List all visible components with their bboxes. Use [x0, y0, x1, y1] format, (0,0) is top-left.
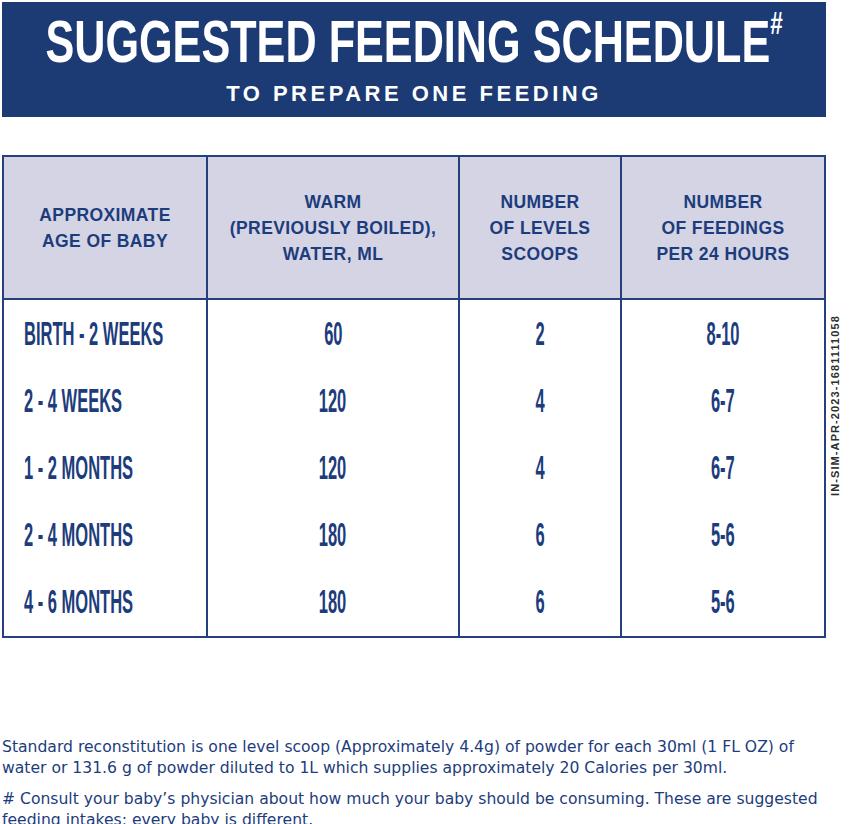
table-row: 1 - 2 MONTHS 120 4 6-7	[4, 434, 824, 501]
header-scoops: NUMBER OF LEVELS SCOOPS	[458, 157, 620, 298]
age-value: 1 - 2 MONTHS	[24, 449, 133, 487]
scoops-value: 6	[535, 516, 544, 554]
water-value: 180	[319, 516, 347, 554]
title-footnote-marker: #	[770, 6, 782, 41]
age-value: BIRTH - 2 WEEKS	[24, 315, 163, 353]
feedings-value: 6-7	[711, 382, 735, 420]
scoops-value: 4	[535, 382, 544, 420]
water-value: 120	[319, 449, 347, 487]
footnote-consult-physician: # Consult your baby’s physician about ho…	[2, 789, 848, 824]
feeding-schedule-table: APPROXIMATE AGE OF BABY WARM (PREVIOUSLY…	[2, 155, 826, 638]
header-banner: SUGGESTED FEEDING SCHEDULE# TO PREPARE O…	[2, 2, 826, 117]
header-water: WARM (PREVIOUSLY BOILED), WATER, ML	[206, 157, 458, 298]
feedings-value: 8-10	[706, 315, 739, 353]
footnote-reconstitution: Standard reconstitution is one level sco…	[2, 737, 848, 779]
batch-code-vertical: IN-SIM-APR-2023-1681111058	[826, 308, 844, 504]
page-title-text: SUGGESTED FEEDING SCHEDULE	[45, 8, 770, 75]
table-row: 2 - 4 MONTHS 180 6 5-6	[4, 502, 824, 569]
table-body: BIRTH - 2 WEEKS 60 2 8-10 2 - 4 WEEKS 12…	[4, 300, 824, 636]
table-header-row: APPROXIMATE AGE OF BABY WARM (PREVIOUSLY…	[4, 157, 824, 300]
table-row: 2 - 4 WEEKS 120 4 6-7	[4, 367, 824, 434]
table-row: 4 - 6 MONTHS 180 6 5-6	[4, 569, 824, 636]
table-row: BIRTH - 2 WEEKS 60 2 8-10	[4, 300, 824, 367]
page-title: SUGGESTED FEEDING SCHEDULE#	[0, 12, 850, 72]
water-value: 120	[319, 382, 347, 420]
water-value: 60	[324, 315, 342, 353]
feedings-value: 6-7	[711, 449, 735, 487]
age-value: 2 - 4 MONTHS	[24, 516, 133, 554]
scoops-value: 2	[535, 315, 544, 353]
header-feedings: NUMBER OF FEEDINGS PER 24 HOURS	[620, 157, 824, 298]
scoops-value: 6	[535, 583, 544, 621]
water-value: 180	[319, 583, 347, 621]
header-age: APPROXIMATE AGE OF BABY	[4, 157, 206, 298]
age-value: 4 - 6 MONTHS	[24, 583, 133, 621]
scoops-value: 4	[535, 449, 544, 487]
feedings-value: 5-6	[711, 583, 735, 621]
age-value: 2 - 4 WEEKS	[24, 382, 122, 420]
page-subtitle: TO PREPARE ONE FEEDING	[226, 81, 602, 107]
feedings-value: 5-6	[711, 516, 735, 554]
